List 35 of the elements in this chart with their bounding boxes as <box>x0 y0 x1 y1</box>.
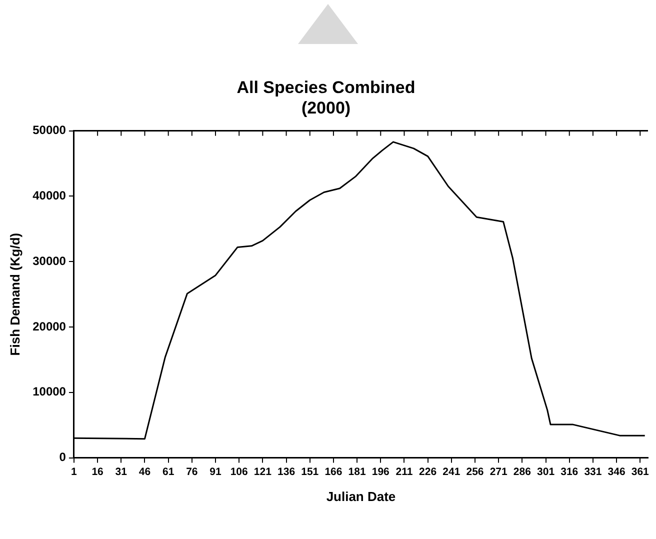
x-tick-label: 151 <box>301 466 319 478</box>
x-tick-label: 136 <box>278 466 296 478</box>
text: All Species Combined <box>236 78 416 97</box>
x-tick-label: 271 <box>490 466 508 478</box>
x-tick-label: 316 <box>560 466 578 478</box>
x-tick-label: 181 <box>348 466 366 478</box>
x-tick-label: 301 <box>537 466 555 478</box>
x-tick-label: 106 <box>230 466 248 478</box>
x-tick-label: 196 <box>372 466 390 478</box>
x-tick-label: 166 <box>324 466 342 478</box>
x-tick-label: 226 <box>419 466 437 478</box>
x-tick-label: 61 <box>162 466 174 478</box>
x-tick-label: 1 <box>71 466 78 478</box>
x-tick-label: 286 <box>513 466 532 478</box>
text: (2000) <box>301 98 351 118</box>
x-tick-label: 76 <box>186 466 198 478</box>
x-tick-label: 211 <box>396 466 413 478</box>
x-tick-label: 91 <box>210 466 222 478</box>
x-tick-label: 346 <box>608 466 626 478</box>
x-tick-label: 46 <box>138 466 151 478</box>
y-tick-label: 10000 <box>32 384 66 399</box>
x-tick-label: 121 <box>254 466 272 478</box>
x-tick-label: 256 <box>466 466 484 478</box>
y-tick-label: 30000 <box>32 254 66 268</box>
x-tick-label: 16 <box>92 466 104 478</box>
x-tick-label: 241 <box>442 466 460 478</box>
x-tick-label: 361 <box>631 466 650 478</box>
x-axis-title: Julian Date <box>326 488 396 504</box>
y-tick-label: 0 <box>59 450 66 464</box>
y-tick-label: 40000 <box>32 188 66 203</box>
x-tick-label: 31 <box>115 466 128 478</box>
y-tick-label: 20000 <box>32 319 66 334</box>
x-tick-label: 331 <box>584 466 602 478</box>
y-tick-label: 50000 <box>32 123 66 138</box>
y-axis-title: Fish Demand (Kg/d) <box>7 232 22 356</box>
